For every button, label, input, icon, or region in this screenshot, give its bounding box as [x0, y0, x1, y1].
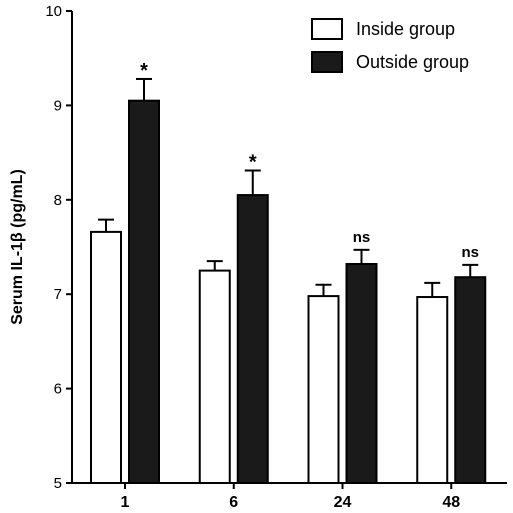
bar-outside-group	[345, 262, 378, 484]
significance-label: *	[249, 152, 257, 174]
bar-outside-group	[454, 276, 487, 485]
bar-inside-group	[416, 296, 449, 485]
bar-inside-group	[307, 295, 340, 485]
y-tick-label: 8	[54, 192, 62, 209]
y-tick-label: 7	[54, 286, 62, 303]
x-tick-label: 1	[121, 494, 130, 511]
bars	[90, 77, 487, 485]
bar-inside-group	[90, 230, 122, 484]
x-tick-label: 24	[334, 494, 352, 511]
x-tick-label: 6	[229, 494, 238, 511]
legend: Inside group Outside group	[311, 18, 469, 73]
significance-label: ns	[353, 229, 371, 246]
significance-label: ns	[461, 244, 479, 261]
legend-label: Inside group	[356, 19, 455, 39]
y-axis-title: Serum IL-1β (pg/mL)	[9, 169, 26, 325]
bar-inside-group	[198, 269, 231, 484]
y-tick-label: 10	[45, 3, 62, 20]
legend-label: Outside group	[356, 52, 469, 72]
bar-outside-group	[236, 194, 269, 485]
x-tick-label: 48	[442, 494, 460, 511]
bar-outside-group	[128, 99, 160, 485]
y-tick-label: 5	[54, 475, 62, 492]
labels: 5 6 7 8 9 10 1 * 6 * 24 ns 48 ns	[45, 3, 479, 511]
legend-swatch	[311, 51, 343, 73]
y-tick-label: 9	[54, 97, 62, 114]
significance-label: *	[140, 60, 148, 82]
legend-swatch	[311, 18, 343, 40]
y-tick-label: 6	[54, 381, 62, 398]
